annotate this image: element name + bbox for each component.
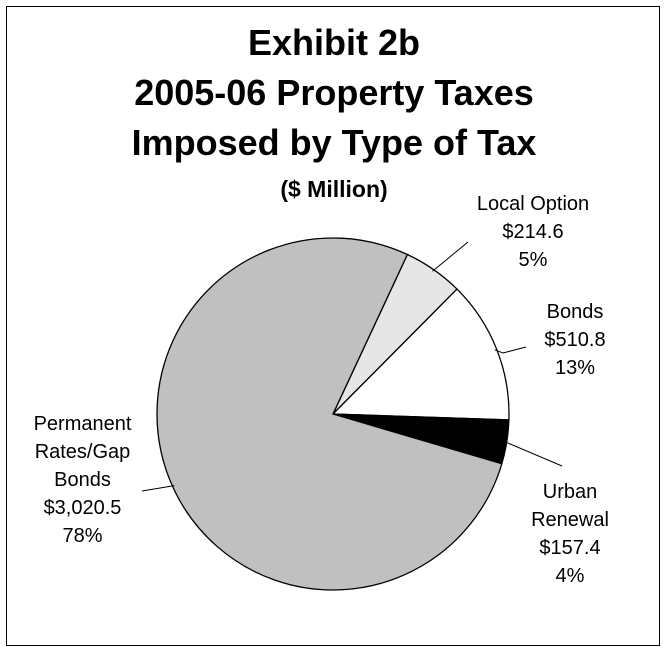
label-permanent-rates-value: $3,020.5	[43, 497, 122, 519]
label-bonds: Bonds $510.8 13%	[520, 298, 630, 382]
label-bonds-name: Bonds	[546, 301, 604, 323]
label-urban-renewal-percent: 4%	[555, 565, 585, 587]
pie-slice-bonds	[331, 288, 510, 421]
label-permanent-rates-name-3: Bonds	[54, 469, 111, 491]
leader-line-local-option	[432, 241, 469, 272]
label-local-option-value: $214.6	[502, 221, 564, 243]
label-local-option-name: Local Option	[476, 193, 590, 215]
label-permanent-rates: Permanent Rates/Gap Bonds $3,020.5 78%	[20, 410, 145, 550]
label-permanent-rates-percent: 78%	[62, 525, 103, 547]
label-urban-renewal-name-1: Urban	[542, 481, 598, 503]
label-urban-renewal: Urban Renewal $157.4 4%	[510, 478, 630, 590]
label-urban-renewal-value: $157.4	[539, 537, 601, 559]
label-permanent-rates-name-2: Rates/Gap	[34, 441, 131, 463]
label-bonds-percent: 13%	[554, 357, 596, 379]
leader-line-bonds	[494, 346, 527, 354]
label-bonds-value: $510.8	[544, 329, 606, 351]
leader-line-permanent-rates-gap-bonds	[141, 485, 175, 492]
leader-line-urban-renewal	[504, 441, 563, 467]
label-local-option: Local Option $214.6 5%	[458, 190, 608, 274]
chart-subtitle-line-1: 2005-06 Property Taxes	[134, 72, 534, 113]
chart-subtitle-line-2: Imposed by Type of Tax	[131, 122, 537, 163]
label-permanent-rates-name-1: Permanent	[33, 413, 132, 435]
chart-title: Exhibit 2b	[247, 22, 421, 63]
chart-units: ($ Million)	[280, 176, 388, 202]
label-urban-renewal-name-2: Renewal	[531, 509, 609, 531]
label-local-option-percent: 5%	[518, 249, 548, 271]
